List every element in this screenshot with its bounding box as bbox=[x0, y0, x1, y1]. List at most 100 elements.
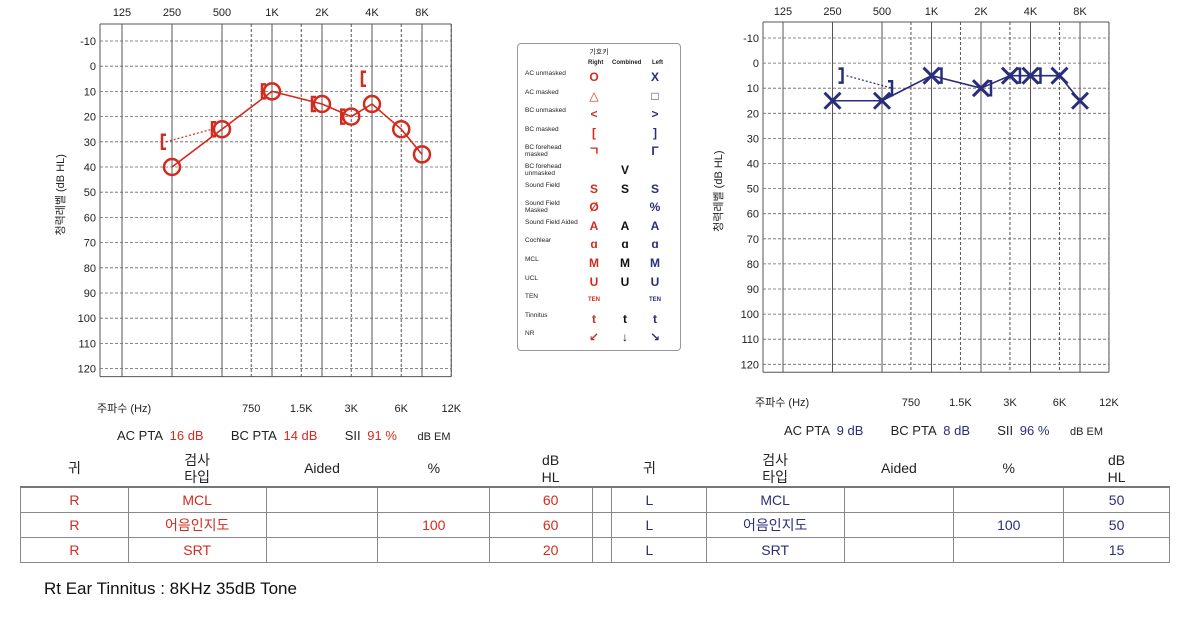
legend-row-label: Tinnitus bbox=[525, 311, 548, 319]
legend-symbol-left: X bbox=[650, 70, 659, 84]
ac-unmasked-marker bbox=[162, 157, 182, 177]
db-level-label: 10 bbox=[747, 83, 759, 95]
bc-pta-label: BC PTA bbox=[230, 428, 277, 443]
legend-row-label: NR bbox=[525, 330, 535, 338]
legend-symbol-right: O bbox=[589, 70, 599, 84]
legend-row: Cochlear ɑ ɑ ɑ bbox=[518, 237, 680, 253]
db-level-label: 40 bbox=[747, 159, 759, 171]
legend-symbol-combined: U bbox=[620, 274, 630, 289]
legend-row-label: MCL bbox=[525, 256, 539, 263]
db-level-label: 30 bbox=[747, 133, 759, 145]
table-row: R MCL 60 bbox=[20, 486, 612, 513]
legend-symbol-right: ㄱ bbox=[588, 144, 600, 159]
frequency-label: 500 bbox=[213, 7, 231, 19]
legend-symbol-left: % bbox=[649, 200, 661, 215]
db-level-label: 80 bbox=[84, 263, 96, 275]
legend-symbol-left: U bbox=[650, 274, 660, 289]
table-row: L SRT 15 bbox=[592, 537, 1170, 563]
legend-header-right: Right bbox=[588, 60, 604, 66]
bc-masked-marker bbox=[340, 108, 346, 125]
aided-cell bbox=[843, 486, 955, 513]
db-level-label: 110 bbox=[741, 334, 759, 346]
db-em-label: dB EM bbox=[1070, 426, 1104, 438]
aided-cell bbox=[265, 537, 379, 563]
aided-cell bbox=[843, 537, 955, 563]
legend-row-label: TEN bbox=[525, 293, 538, 301]
legend-row: Sound Field Aided A A A bbox=[518, 219, 680, 235]
bc-masked-marker bbox=[360, 70, 366, 88]
legend-row-label: AC unmasked bbox=[525, 70, 566, 77]
bc-series-line bbox=[846, 75, 893, 89]
legend-symbol-left: S bbox=[650, 181, 659, 196]
aided-cell bbox=[843, 512, 955, 538]
ac-unmasked-marker bbox=[342, 107, 361, 126]
legend-row: Sound Field S S S bbox=[518, 182, 680, 198]
frequency-label: 6K bbox=[1053, 397, 1067, 409]
ear-cell: L bbox=[592, 537, 707, 563]
legend-symbol-right: △ bbox=[589, 88, 599, 103]
frequency-label: 2K bbox=[315, 7, 329, 19]
legend-symbol-right: ↙ bbox=[588, 330, 600, 345]
frequency-label: 1.5K bbox=[949, 397, 972, 409]
db-level-label: 40 bbox=[84, 162, 96, 174]
frequency-label: 1.5K bbox=[290, 403, 313, 415]
db-level-label: 50 bbox=[84, 187, 96, 199]
frequency-label: 250 bbox=[163, 7, 181, 19]
test-type-cell: MCL bbox=[705, 486, 845, 513]
db-level-label: 60 bbox=[84, 212, 96, 224]
left-pta-summary: AC PTA 9 dB BC PTA 8 dB SII 96 % dB EM bbox=[784, 423, 1106, 438]
left-ear-speech-table: 귀 검사 타입 Aided % dB HL L MCL 50 L 어음인지도 100 50 L SR… bbox=[592, 451, 1170, 563]
legend-row-label: UCL bbox=[525, 274, 539, 282]
ear-header: 귀 bbox=[642, 460, 656, 476]
db-level-label: 0 bbox=[90, 61, 96, 73]
right-ear-audiogram: 125 250 500 1K 2K 4K 8K 750 1.5K 3K 6K 12K -10 0 10 20 3… bbox=[54, 7, 462, 415]
bc-masked-marker bbox=[888, 79, 894, 97]
legend-symbol-right: M bbox=[589, 256, 599, 270]
frequency-label: 1K bbox=[265, 7, 279, 19]
frequency-label: 750 bbox=[902, 397, 920, 409]
frequency-label: 250 bbox=[823, 6, 841, 18]
legend-symbol-combined: S bbox=[620, 181, 629, 196]
bc-masked-marker bbox=[260, 83, 266, 100]
db-level-label: 60 bbox=[747, 209, 759, 221]
db-level-label: 50 bbox=[747, 184, 759, 196]
test-type-cell: 어음인지도 bbox=[127, 512, 267, 538]
legend-row: Tinnitus t t t bbox=[518, 312, 680, 328]
percent-cell: 100 bbox=[377, 512, 491, 538]
db-level-label: 110 bbox=[78, 338, 96, 350]
frequency-label: 4K bbox=[1024, 6, 1038, 18]
legend-symbol-right: Ø bbox=[589, 200, 599, 215]
frequency-label: 1K bbox=[925, 6, 939, 18]
legend-symbol-left: A bbox=[650, 218, 660, 233]
test-type-header: 검사 타입 bbox=[762, 451, 789, 485]
frequency-label: 125 bbox=[113, 7, 131, 19]
legend-row-label: BC forehead unmasked bbox=[525, 163, 562, 177]
legend-row-label: AC masked bbox=[525, 88, 559, 96]
legend-row: AC unmasked O X bbox=[518, 70, 680, 86]
legend-symbol-right: S bbox=[589, 181, 598, 196]
legend-row: TEN TEN TEN bbox=[518, 293, 680, 309]
legend-symbol-left: ɑ bbox=[651, 237, 659, 252]
right-pta-summary: AC PTA 16 dB BC PTA 14 dB SII 91 % dB EM bbox=[117, 428, 454, 443]
table-row: L MCL 50 bbox=[592, 486, 1170, 513]
legend-row-label: BC unmasked bbox=[525, 107, 566, 115]
aided-header: Aided bbox=[881, 460, 917, 476]
ac-pta-label: AC PTA bbox=[117, 428, 163, 443]
tinnitus-note: Rt Ear Tinnitus : 8KHz 35dB Tone bbox=[44, 579, 297, 598]
db-level-label: 120 bbox=[741, 359, 759, 371]
db-level-label: 90 bbox=[84, 288, 96, 300]
db-hl-cell: 15 bbox=[1063, 537, 1170, 563]
percent-header: % bbox=[1002, 460, 1015, 476]
legend-symbol-right: ɑ bbox=[590, 237, 598, 252]
test-type-header: 검사 타입 bbox=[184, 451, 211, 485]
frequency-label: 2K bbox=[974, 6, 988, 18]
legend-row-label: BC masked bbox=[525, 125, 559, 133]
frequency-label: 8K bbox=[1073, 6, 1087, 18]
ear-cell: R bbox=[20, 537, 129, 563]
sii-value: 91 % bbox=[367, 428, 397, 443]
legend-symbol-combined: ↓ bbox=[622, 330, 628, 345]
db-hl-header: dB HL bbox=[1107, 451, 1126, 485]
db-hl-header: dB HL bbox=[541, 451, 560, 485]
sii-label: SII bbox=[344, 428, 361, 443]
legend-symbol-left: M bbox=[650, 256, 660, 270]
